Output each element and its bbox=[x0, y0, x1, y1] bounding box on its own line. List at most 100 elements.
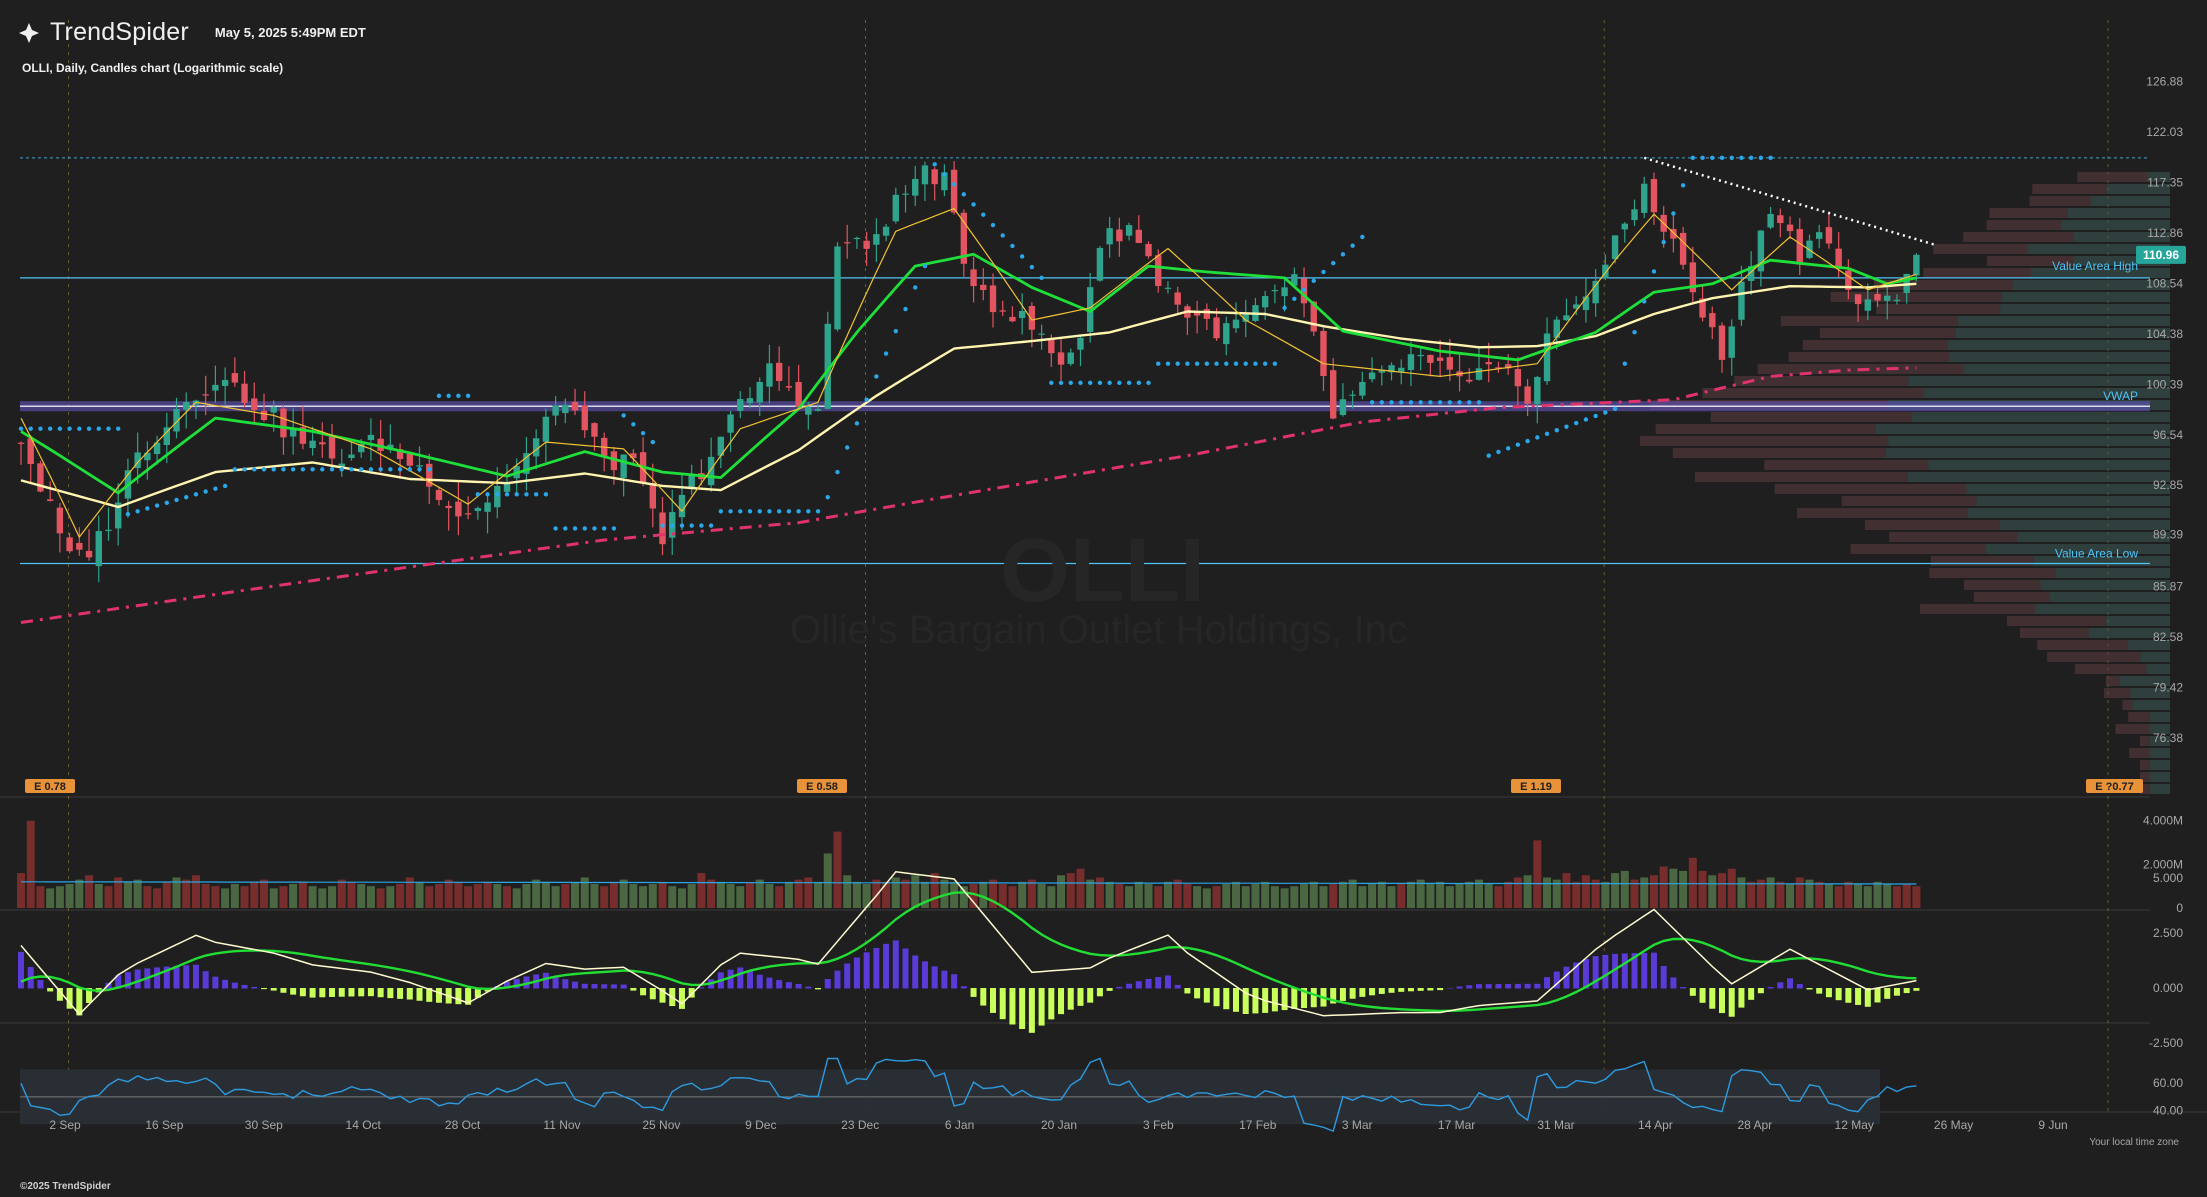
trendline[interactable] bbox=[1643, 156, 1937, 247]
profile-bar bbox=[2012, 280, 2170, 290]
profile-bar bbox=[1976, 496, 2170, 506]
watermark-symbol: OLLI bbox=[1000, 521, 1205, 621]
volume-bar bbox=[1445, 886, 1454, 908]
volume-bar bbox=[1679, 870, 1688, 908]
volume-bar bbox=[1008, 886, 1017, 908]
price-tick-label: 96.54 bbox=[2153, 428, 2183, 442]
macd-histogram-bar bbox=[960, 986, 967, 989]
horizontal-levels bbox=[20, 157, 2150, 565]
psar-dot bbox=[1360, 234, 1365, 240]
candle-body bbox=[455, 501, 462, 517]
psar-dot bbox=[1019, 254, 1025, 259]
volume-bar bbox=[1232, 881, 1240, 908]
profile-bar bbox=[2140, 772, 2150, 782]
profile-bar bbox=[2122, 700, 2133, 710]
candle-body bbox=[1893, 299, 1901, 302]
candle-body bbox=[921, 165, 929, 185]
volume-bar bbox=[308, 886, 317, 908]
profile-bar bbox=[1911, 412, 2170, 422]
candle-body bbox=[56, 507, 64, 534]
macd-histogram-bar bbox=[1281, 988, 1288, 1011]
psar-dot bbox=[1029, 264, 1035, 270]
profile-bar bbox=[2104, 688, 2131, 698]
earnings-marker-label: E 0.78 bbox=[34, 781, 66, 793]
candle-body bbox=[183, 402, 190, 410]
volume-bar bbox=[1426, 884, 1435, 908]
macd-histogram-bar bbox=[348, 988, 355, 997]
price-tick-label: 122.03 bbox=[2146, 125, 2183, 139]
candle-body bbox=[1543, 333, 1551, 382]
psar-dot bbox=[1583, 417, 1589, 422]
volume-bar bbox=[998, 884, 1007, 908]
macd-histogram-bar bbox=[990, 988, 996, 1013]
macd-histogram-bar bbox=[474, 988, 481, 998]
candle-body bbox=[1368, 372, 1376, 380]
volume-bar bbox=[1076, 868, 1085, 908]
macd-histogram-bar bbox=[912, 955, 919, 989]
psar-dot bbox=[485, 492, 490, 497]
resistance-trendline bbox=[1643, 156, 1937, 247]
volume-bar bbox=[396, 884, 405, 908]
brand-name: TrendSpider bbox=[50, 18, 189, 46]
psar-dot bbox=[971, 202, 976, 207]
macd-histogram-bar bbox=[231, 982, 238, 989]
earnings-marker[interactable] bbox=[25, 779, 75, 793]
candle-body bbox=[1650, 179, 1658, 213]
volume-bar bbox=[1669, 868, 1678, 908]
candle-body bbox=[1242, 314, 1249, 322]
psar-dot bbox=[106, 426, 111, 431]
volume-bar bbox=[191, 875, 200, 908]
profile-bar bbox=[2001, 292, 2170, 302]
volume-bar bbox=[1591, 879, 1600, 908]
candle-body bbox=[746, 398, 754, 404]
psar-dot bbox=[650, 439, 655, 445]
profile-bar bbox=[1734, 376, 1909, 386]
macd-histogram-bar bbox=[1514, 983, 1521, 989]
volume-bar bbox=[444, 879, 453, 908]
macd-histogram-bar bbox=[1757, 988, 1764, 994]
profile-bar bbox=[2049, 592, 2170, 602]
earnings-markers[interactable]: E 0.78 E 0.58 E 1.19 E ?0.77 bbox=[25, 779, 2143, 793]
candle-body bbox=[1028, 305, 1036, 330]
volume-bar bbox=[415, 881, 424, 908]
profile-bar bbox=[2130, 688, 2170, 698]
macd-histogram-bar bbox=[1194, 988, 1201, 999]
price-tick-label: 82.58 bbox=[2153, 630, 2183, 644]
profile-bar bbox=[1802, 340, 1948, 350]
volume-bar bbox=[532, 879, 541, 908]
candle-body bbox=[999, 310, 1006, 312]
earnings-marker[interactable] bbox=[2086, 779, 2143, 793]
rsi-line bbox=[20, 1057, 1917, 1133]
candles[interactable] bbox=[17, 161, 1920, 583]
candle-body bbox=[241, 383, 248, 403]
macd-histogram-bar bbox=[406, 988, 413, 1000]
macd-histogram-bar bbox=[1495, 984, 1502, 989]
earnings-marker[interactable] bbox=[1511, 779, 1561, 793]
psar-dot bbox=[514, 492, 519, 497]
psar-dot bbox=[135, 509, 140, 514]
volume-bar bbox=[1718, 873, 1726, 908]
volume-bar bbox=[65, 884, 74, 908]
psar-dot bbox=[1107, 380, 1112, 386]
profile-bar bbox=[2150, 712, 2170, 722]
macd-histogram-bar bbox=[1203, 988, 1210, 1003]
volume-bar bbox=[1037, 884, 1046, 908]
candle-body bbox=[873, 234, 880, 245]
psar-dot bbox=[981, 212, 986, 217]
volume-bar bbox=[1290, 886, 1299, 908]
profile-bar bbox=[1694, 472, 1908, 482]
macd-histogram-bar bbox=[1845, 988, 1852, 1003]
macd-histogram-bar bbox=[766, 977, 773, 989]
macd-histogram-bar bbox=[56, 988, 63, 1001]
profile-bar bbox=[2060, 220, 2170, 230]
candle-body bbox=[950, 169, 958, 213]
profile-bar bbox=[2150, 736, 2170, 746]
psar-dot bbox=[640, 430, 646, 436]
volume-bar bbox=[1844, 881, 1853, 908]
psar-dot bbox=[1088, 380, 1093, 386]
profile-bar bbox=[2073, 232, 2170, 242]
macd-histogram-bar bbox=[319, 988, 326, 998]
earnings-marker[interactable] bbox=[797, 779, 847, 793]
volume-bar bbox=[289, 884, 298, 908]
